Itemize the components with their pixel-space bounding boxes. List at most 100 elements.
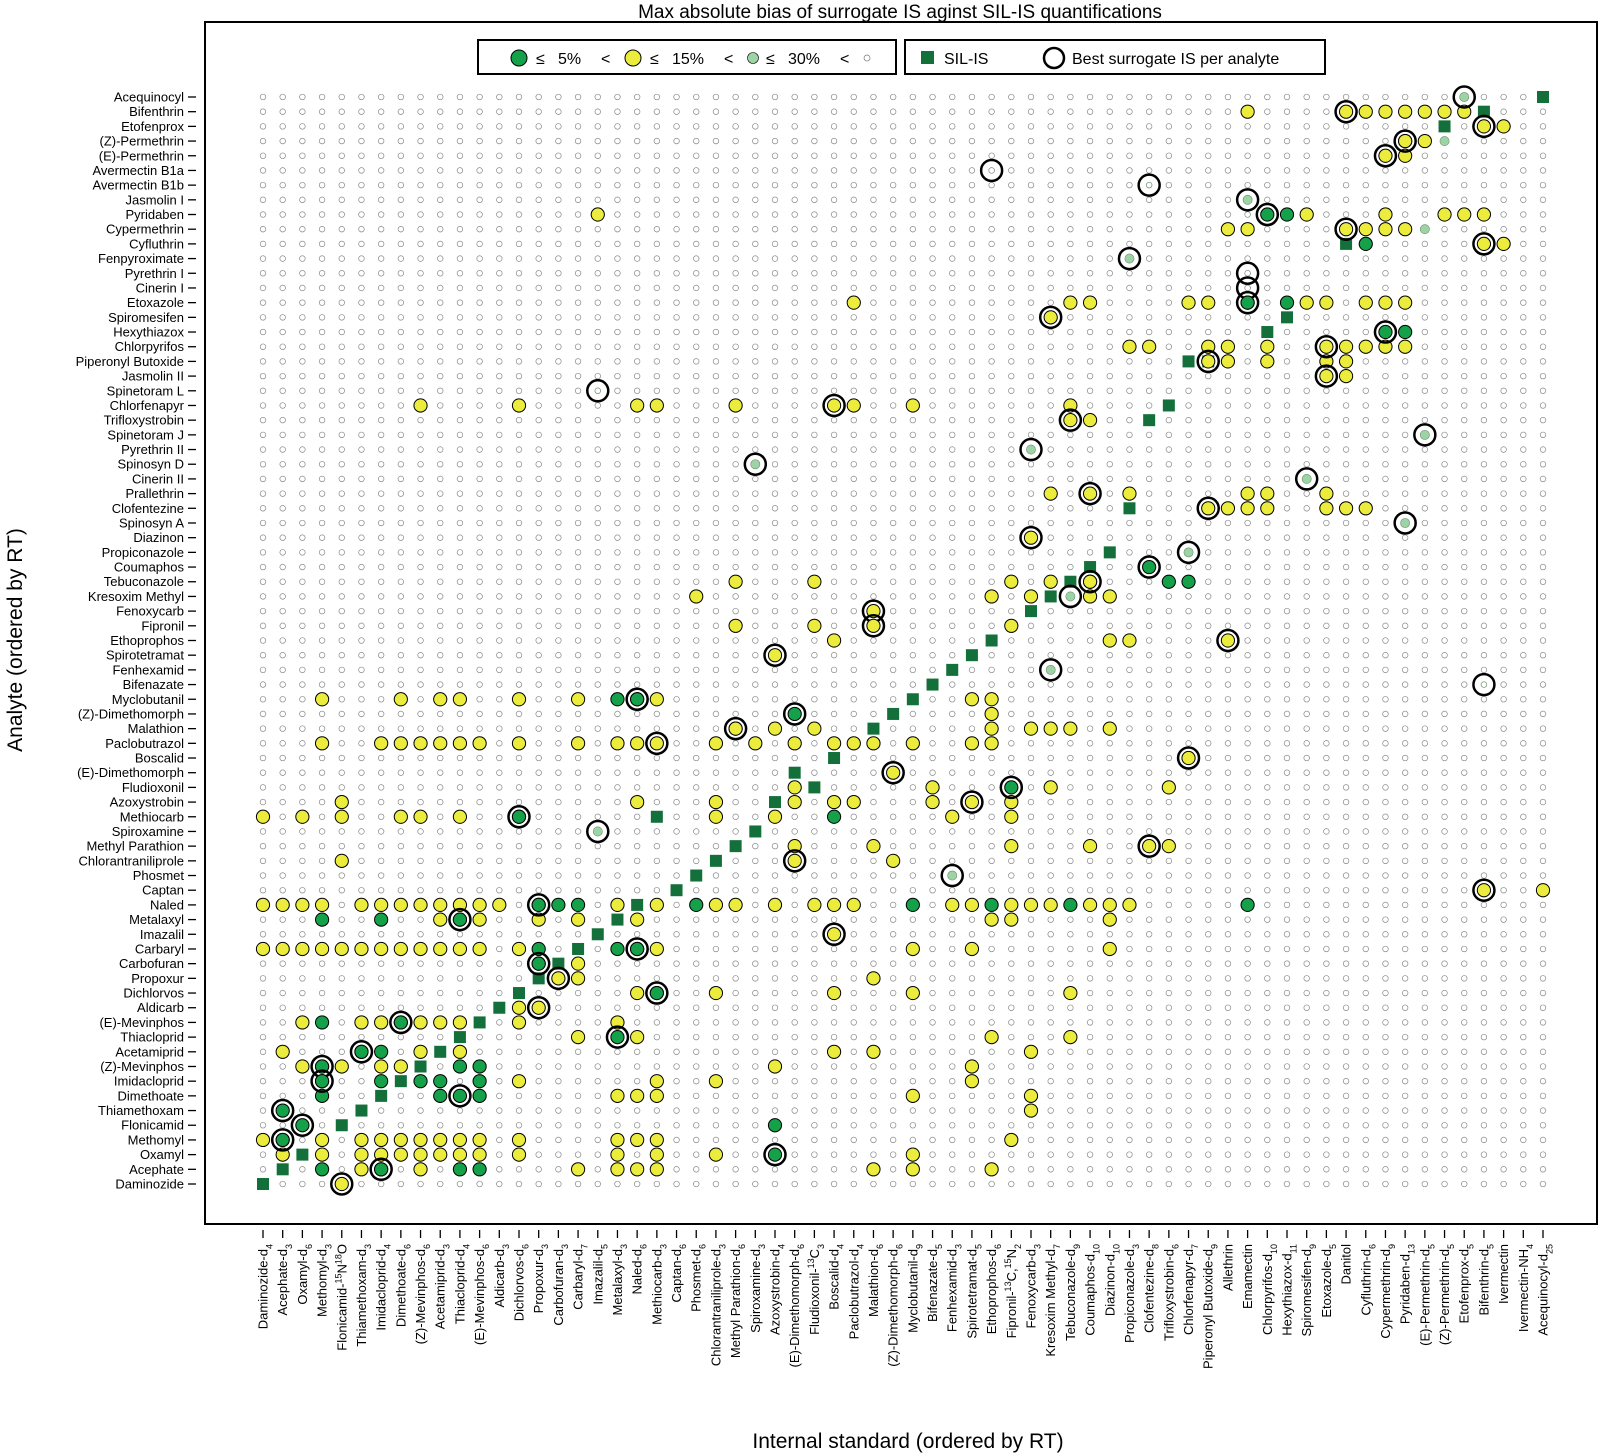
bias-point-gt30 bbox=[1165, 975, 1172, 982]
bias-point-gt30 bbox=[594, 975, 601, 982]
bias-point-gt30 bbox=[437, 137, 444, 145]
bias-point-gt30 bbox=[456, 607, 464, 615]
bias-point-gt30 bbox=[1539, 842, 1547, 850]
bias-point-gt30 bbox=[1146, 446, 1153, 453]
bias-point-gt30 bbox=[712, 226, 720, 233]
bias-point-gt30 bbox=[673, 681, 680, 688]
bias-point-gt30 bbox=[693, 123, 700, 130]
bias-point-gt30 bbox=[870, 593, 877, 600]
bias-point-gt30 bbox=[1441, 1033, 1448, 1041]
bias-point-gt30 bbox=[378, 1122, 385, 1129]
bias-point-gt30 bbox=[594, 490, 601, 497]
bias-point-gt30 bbox=[1402, 1122, 1409, 1129]
bias-point-gt30 bbox=[1283, 226, 1291, 233]
bias-point-gt30 bbox=[555, 1166, 562, 1173]
bias-point-gt30 bbox=[968, 931, 976, 938]
bias-point-gt30 bbox=[1106, 857, 1113, 864]
bias-point-gt30 bbox=[1067, 1151, 1074, 1158]
bias-point-gt30 bbox=[1303, 152, 1310, 159]
bias-point-gt30 bbox=[1362, 372, 1369, 380]
bias-point-gt30 bbox=[358, 328, 365, 336]
bias-point-gt30 bbox=[1067, 769, 1074, 776]
bias-point-gt30 bbox=[949, 1004, 956, 1011]
bias-point-gt30 bbox=[1264, 137, 1271, 145]
bias-point-gt30 bbox=[397, 931, 404, 938]
bias-point-gt30 bbox=[1362, 1078, 1369, 1085]
bias-point-gt30 bbox=[1244, 314, 1251, 321]
sil-is-marker bbox=[749, 825, 762, 838]
bias-point-gt30 bbox=[496, 945, 503, 953]
bias-point-gt30 bbox=[574, 152, 582, 159]
bias-point-gt30 bbox=[1205, 270, 1212, 277]
bias-point-gt30 bbox=[1205, 989, 1212, 997]
bias-point-gt30 bbox=[752, 578, 759, 585]
bias-point-gt30 bbox=[456, 343, 464, 350]
bias-point-gt30 bbox=[673, 872, 680, 879]
bias-point-gt30 bbox=[1126, 284, 1133, 292]
bias-point-gt30 bbox=[1244, 123, 1251, 130]
bias-point-gt30 bbox=[1126, 1151, 1133, 1158]
bias-point-gt30 bbox=[535, 299, 542, 306]
bias-point-gt30 bbox=[811, 181, 818, 189]
bias-point-gt30 bbox=[968, 960, 976, 967]
bias-point-gt30 bbox=[1146, 1180, 1153, 1188]
best-surrogate-circle bbox=[1235, 188, 1260, 212]
bias-point-gt30 bbox=[634, 299, 641, 306]
bias-point-gt30 bbox=[338, 402, 345, 409]
bias-point-gt30 bbox=[535, 211, 542, 218]
bias-point-gt30 bbox=[988, 1063, 995, 1070]
bias-point-gt30 bbox=[1165, 299, 1172, 306]
bias-point-gt30 bbox=[1106, 813, 1113, 820]
bias-point-gt30 bbox=[929, 1136, 936, 1144]
bias-point-gt30 bbox=[358, 534, 365, 541]
bias-point-gt30 bbox=[259, 167, 267, 174]
bias-point-gt30 bbox=[614, 813, 621, 820]
bias-point-gt30 bbox=[397, 226, 404, 233]
bias-point-le5 bbox=[433, 1074, 448, 1089]
bias-point-gt30 bbox=[1224, 299, 1232, 306]
bias-point-gt30 bbox=[417, 842, 424, 850]
bias-point-gt30 bbox=[830, 284, 838, 292]
bias-point-gt30 bbox=[949, 402, 956, 409]
bias-point-gt30 bbox=[1027, 108, 1035, 115]
bias-point-gt30 bbox=[1323, 196, 1330, 203]
bias-point-gt30 bbox=[1185, 372, 1192, 380]
bias-point-gt30 bbox=[358, 798, 365, 806]
bias-point-gt30 bbox=[1146, 798, 1153, 806]
bias-point-gt30 bbox=[1047, 181, 1054, 189]
bias-point-gt30 bbox=[752, 989, 759, 997]
bias-point-gt30 bbox=[358, 387, 365, 394]
bias-point-gt30 bbox=[279, 1180, 286, 1188]
bias-point-gt30 bbox=[988, 181, 995, 189]
best-surrogate-circle bbox=[1137, 173, 1161, 197]
sil-is-marker bbox=[1162, 399, 1175, 412]
bias-point-gt30 bbox=[338, 226, 345, 233]
bias-point-gt30 bbox=[1402, 372, 1409, 380]
bias-point-gt30 bbox=[1205, 123, 1212, 130]
bias-point-gt30 bbox=[1086, 798, 1094, 806]
bias-point-gt30 bbox=[1342, 784, 1350, 791]
bias-point-gt30 bbox=[574, 343, 582, 350]
bias-point-gt30 bbox=[614, 181, 621, 189]
bias-point-gt30 bbox=[378, 1033, 385, 1041]
bias-point-gt30 bbox=[752, 784, 759, 791]
bias-point-gt30 bbox=[693, 108, 700, 115]
bias-point-gt30 bbox=[594, 181, 601, 189]
bias-point-gt30 bbox=[870, 196, 877, 203]
bias-point-gt30 bbox=[732, 1063, 739, 1070]
bias-point-gt30 bbox=[830, 490, 838, 497]
bias-point-gt30 bbox=[771, 607, 779, 615]
bias-point-le15 bbox=[1122, 486, 1137, 501]
bias-point-gt30 bbox=[1362, 328, 1369, 336]
bias-point-gt30 bbox=[1165, 857, 1172, 864]
bias-point-gt30 bbox=[830, 240, 838, 248]
bias-point-gt30 bbox=[358, 461, 365, 468]
bias-point-le15 bbox=[846, 398, 861, 413]
bias-point-gt30 bbox=[634, 196, 641, 203]
bias-point-gt30 bbox=[1303, 1092, 1310, 1100]
bias-point-gt30 bbox=[1224, 270, 1232, 277]
bias-point-gt30 bbox=[338, 607, 345, 615]
bias-point-gt30 bbox=[594, 1004, 601, 1011]
bias-point-le15 bbox=[413, 398, 428, 413]
bias-point-le15 bbox=[630, 1088, 645, 1103]
